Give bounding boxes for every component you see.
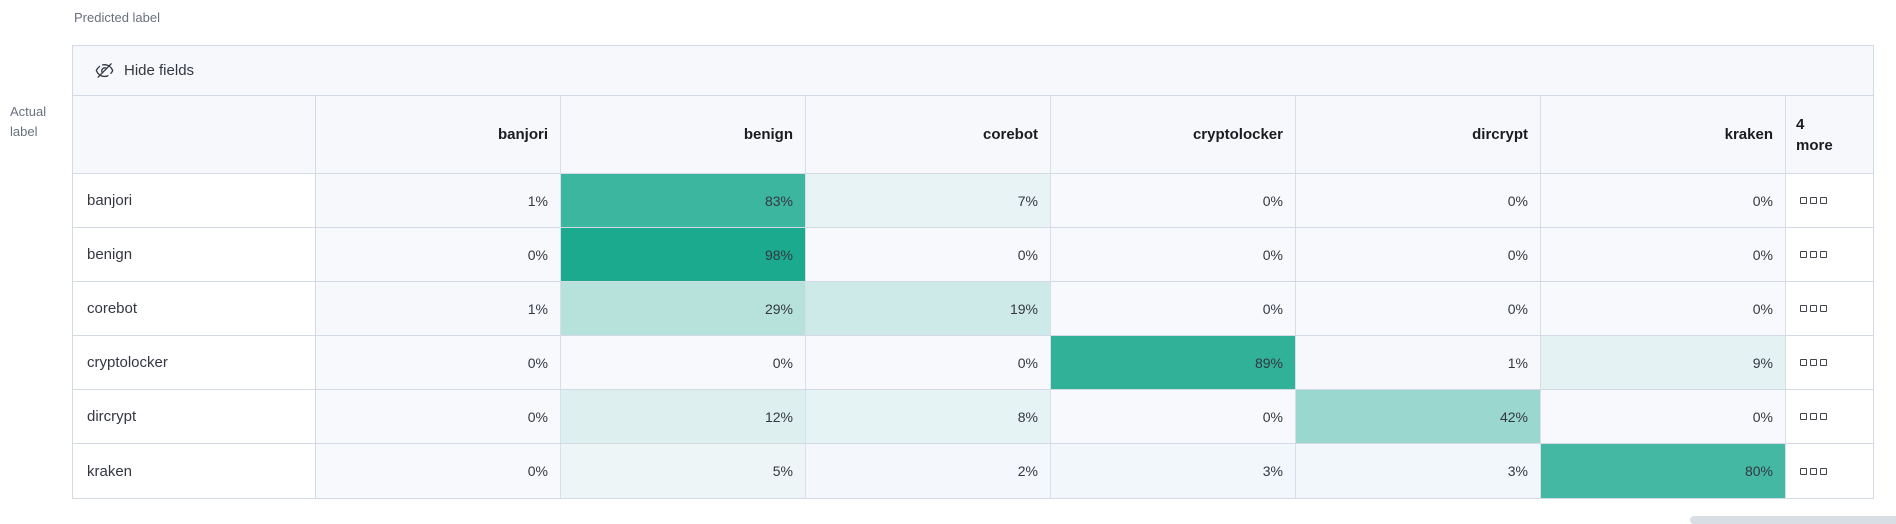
row-label: banjori	[73, 174, 316, 227]
grid-toolbar: Hide fields	[73, 46, 1873, 96]
cell-kraken-banjori: 0%	[316, 444, 561, 498]
cell-cryptolocker-banjori: 0%	[316, 336, 561, 389]
row-actions-cell	[1786, 228, 1873, 281]
cell-cryptolocker-benign: 0%	[561, 336, 806, 389]
column-header-cryptolocker: cryptolocker	[1051, 96, 1296, 173]
cell-kraken-kraken: 80%	[1541, 444, 1786, 498]
column-header-banjori: banjori	[316, 96, 561, 173]
matrix-rows: banjori 1% 83% 7% 0% 0% 0% benign 0% 98% 0% 0% 0%…	[73, 174, 1873, 498]
cell-corebot-banjori: 1%	[316, 282, 561, 335]
boxes-horizontal-icon[interactable]	[1798, 466, 1829, 477]
cell-benign-cryptolocker: 0%	[1051, 228, 1296, 281]
cell-kraken-corebot: 2%	[806, 444, 1051, 498]
row-label: dircrypt	[73, 390, 316, 443]
cell-banjori-banjori: 1%	[316, 174, 561, 227]
boxes-horizontal-icon[interactable]	[1798, 303, 1829, 314]
cell-dircrypt-corebot: 8%	[806, 390, 1051, 443]
cell-banjori-benign: 83%	[561, 174, 806, 227]
horizontal-scrollbar-thumb[interactable]	[1690, 516, 1896, 524]
boxes-horizontal-icon[interactable]	[1798, 249, 1829, 260]
cell-corebot-corebot: 19%	[806, 282, 1051, 335]
row-label: cryptolocker	[73, 336, 316, 389]
cell-benign-kraken: 0%	[1541, 228, 1786, 281]
cell-dircrypt-dircrypt: 42%	[1296, 390, 1541, 443]
cell-benign-banjori: 0%	[316, 228, 561, 281]
matrix-row-benign: benign 0% 98% 0% 0% 0% 0%	[73, 228, 1873, 282]
column-header-benign: benign	[561, 96, 806, 173]
matrix-row-dircrypt: dircrypt 0% 12% 8% 0% 42% 0%	[73, 390, 1873, 444]
more-columns-header: 4 more	[1786, 96, 1873, 173]
cell-corebot-dircrypt: 0%	[1296, 282, 1541, 335]
more-columns-label: more	[1796, 136, 1833, 154]
row-actions-cell	[1786, 444, 1873, 498]
cell-cryptolocker-cryptolocker: 89%	[1051, 336, 1296, 389]
cell-banjori-dircrypt: 0%	[1296, 174, 1541, 227]
cell-cryptolocker-kraken: 9%	[1541, 336, 1786, 389]
cell-kraken-cryptolocker: 3%	[1051, 444, 1296, 498]
row-label: benign	[73, 228, 316, 281]
cell-corebot-cryptolocker: 0%	[1051, 282, 1296, 335]
row-actions-cell	[1786, 390, 1873, 443]
cell-benign-dircrypt: 0%	[1296, 228, 1541, 281]
actual-label-line1: Actual	[10, 104, 47, 119]
cell-banjori-kraken: 0%	[1541, 174, 1786, 227]
row-label-header-spacer	[73, 96, 316, 173]
row-label: kraken	[73, 444, 316, 498]
matrix-row-kraken: kraken 0% 5% 2% 3% 3% 80%	[73, 444, 1873, 498]
cell-dircrypt-kraken: 0%	[1541, 390, 1786, 443]
boxes-horizontal-icon[interactable]	[1798, 357, 1829, 368]
column-header-row: banjori benign corebot cryptolocker dircrypt…	[73, 96, 1873, 174]
confusion-matrix-grid: Hide fields banjori benign corebot cryptolo…	[72, 45, 1874, 499]
cell-kraken-benign: 5%	[561, 444, 806, 498]
actual-label-line2: label	[10, 124, 38, 139]
cell-dircrypt-cryptolocker: 0%	[1051, 390, 1296, 443]
predicted-label-axis-title: Predicted label	[74, 10, 160, 25]
hide-fields-label: Hide fields	[124, 62, 195, 79]
boxes-horizontal-icon[interactable]	[1798, 195, 1829, 206]
eye-slash-icon	[95, 63, 114, 78]
actual-label-axis-title: Actual label	[10, 102, 66, 142]
matrix-row-corebot: corebot 1% 29% 19% 0% 0% 0%	[73, 282, 1873, 336]
row-actions-cell	[1786, 174, 1873, 227]
cell-cryptolocker-dircrypt: 1%	[1296, 336, 1541, 389]
cell-dircrypt-benign: 12%	[561, 390, 806, 443]
more-columns-count: 4	[1796, 115, 1805, 133]
column-header-kraken: kraken	[1541, 96, 1786, 173]
cell-cryptolocker-corebot: 0%	[806, 336, 1051, 389]
row-actions-cell	[1786, 336, 1873, 389]
column-header-dircrypt: dircrypt	[1296, 96, 1541, 173]
matrix-row-cryptolocker: cryptolocker 0% 0% 0% 89% 1% 9%	[73, 336, 1873, 390]
column-header-corebot: corebot	[806, 96, 1051, 173]
row-label: corebot	[73, 282, 316, 335]
cell-benign-corebot: 0%	[806, 228, 1051, 281]
cell-banjori-corebot: 7%	[806, 174, 1051, 227]
cell-corebot-kraken: 0%	[1541, 282, 1786, 335]
row-actions-cell	[1786, 282, 1873, 335]
hide-fields-button[interactable]: Hide fields	[73, 46, 206, 95]
matrix-row-banjori: banjori 1% 83% 7% 0% 0% 0%	[73, 174, 1873, 228]
cell-kraken-dircrypt: 3%	[1296, 444, 1541, 498]
cell-banjori-cryptolocker: 0%	[1051, 174, 1296, 227]
boxes-horizontal-icon[interactable]	[1798, 411, 1829, 422]
cell-corebot-benign: 29%	[561, 282, 806, 335]
cell-dircrypt-banjori: 0%	[316, 390, 561, 443]
cell-benign-benign: 98%	[561, 228, 806, 281]
